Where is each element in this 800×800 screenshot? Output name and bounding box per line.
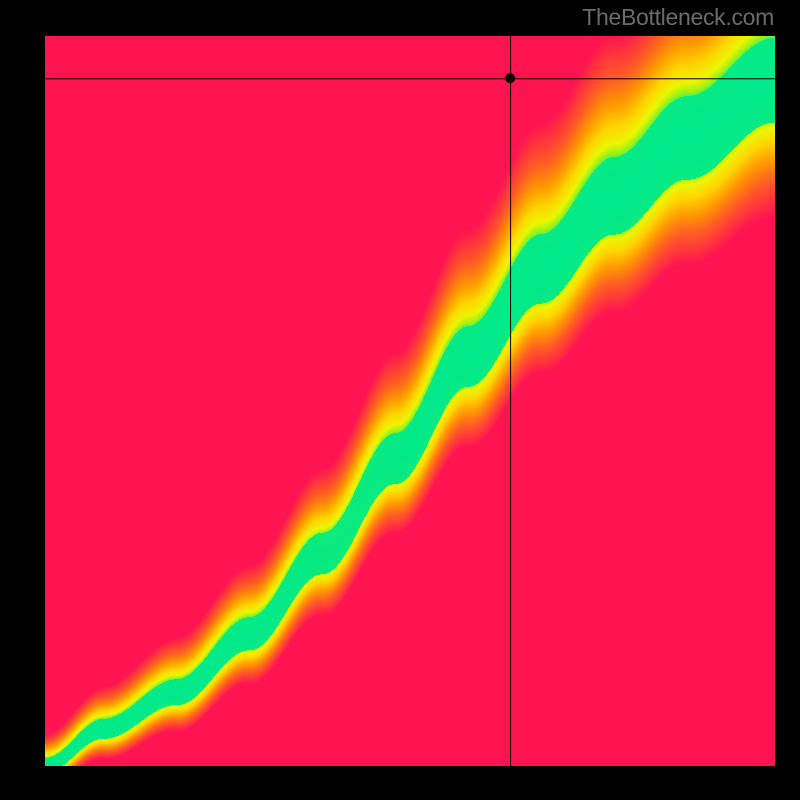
heatmap-canvas — [45, 36, 775, 766]
bottleneck-heatmap — [45, 36, 775, 766]
watermark-text: TheBottleneck.com — [582, 4, 774, 31]
